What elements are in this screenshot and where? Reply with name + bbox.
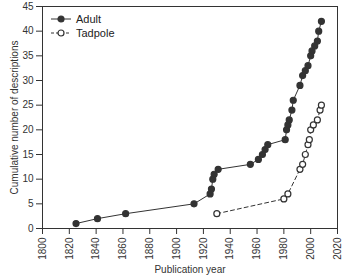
svg-text:10: 10 bbox=[22, 173, 34, 184]
svg-text:1840: 1840 bbox=[90, 237, 101, 260]
svg-text:40: 40 bbox=[22, 25, 34, 36]
svg-text:1880: 1880 bbox=[144, 237, 155, 260]
svg-text:35: 35 bbox=[22, 50, 34, 61]
html-text:Tadpole: Tadpole bbox=[76, 27, 115, 39]
svg-text:1960: 1960 bbox=[251, 237, 262, 260]
svg-text:1900: 1900 bbox=[171, 237, 182, 260]
svg-text:25: 25 bbox=[22, 99, 34, 110]
svg-text:1940: 1940 bbox=[224, 237, 235, 260]
svg-text:5: 5 bbox=[28, 198, 34, 209]
svg-text:30: 30 bbox=[22, 75, 34, 86]
svg-text:2020: 2020 bbox=[332, 237, 343, 260]
html-text:Adult: Adult bbox=[76, 13, 102, 25]
svg-text:1860: 1860 bbox=[117, 237, 128, 260]
svg-text:1800: 1800 bbox=[37, 237, 48, 260]
svg-text:15: 15 bbox=[22, 149, 34, 160]
svg-text:45: 45 bbox=[22, 1, 34, 12]
svg-text:2000: 2000 bbox=[305, 237, 316, 260]
svg-text:0: 0 bbox=[28, 223, 34, 234]
svg-text:1980: 1980 bbox=[278, 237, 289, 260]
svg-text:1920: 1920 bbox=[198, 237, 209, 260]
svg-text:Cumulative number of descripti: Cumulative number of descriptions bbox=[9, 41, 20, 195]
svg-text:Publication year: Publication year bbox=[154, 264, 226, 275]
svg-text:1820: 1820 bbox=[64, 237, 75, 260]
svg-text:20: 20 bbox=[22, 124, 34, 135]
